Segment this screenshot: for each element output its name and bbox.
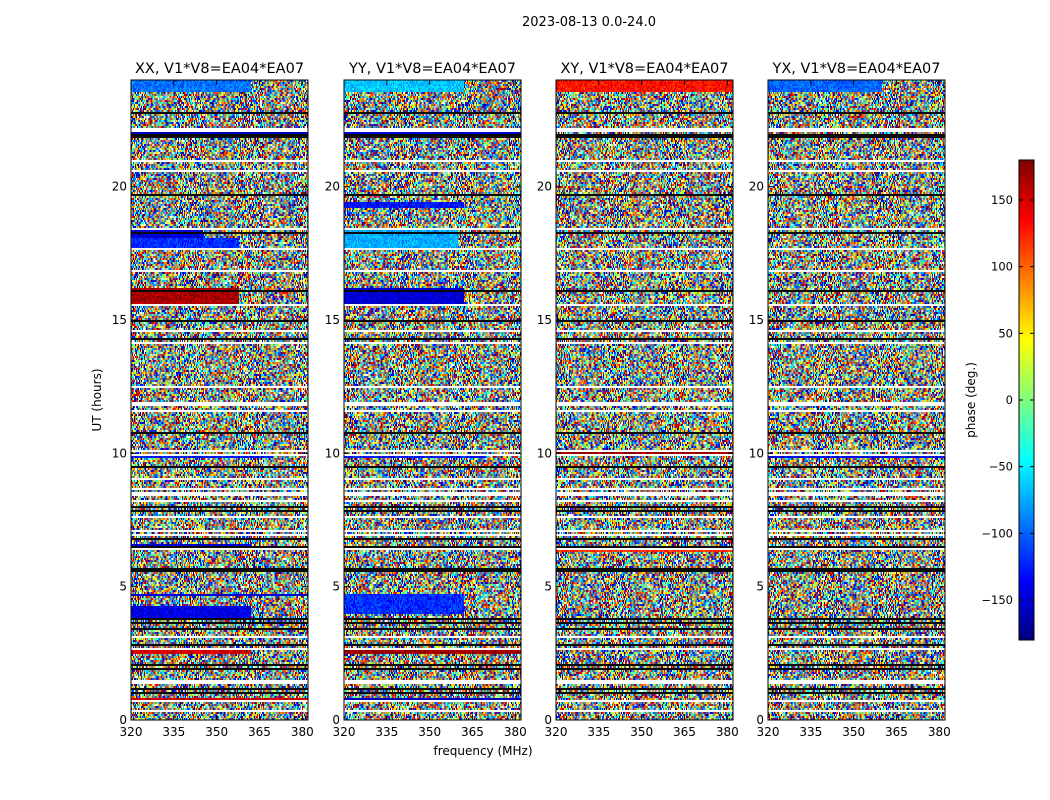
panel-title: XX, V1*V8=EA04*EA07 xyxy=(135,61,304,77)
heatmap-panel: XX, V1*V8=EA04*EA07 320 335 350 365 380 0 5 10 15… xyxy=(112,61,314,739)
y-tick-label: 0 xyxy=(544,713,552,727)
colorbar: 150 100 50 0 −50 −100 −150 xyxy=(981,159,1035,641)
heatmap-panel: YX, V1*V8=EA04*EA07 320 335 350 365 380 0 5 10 15… xyxy=(749,61,951,739)
y-tick-label: 10 xyxy=(537,446,552,460)
colorbar-tick-label: 0 xyxy=(1006,393,1013,407)
x-tick-label: 350 xyxy=(842,725,865,739)
x-tick-label: 365 xyxy=(673,725,696,739)
panel-title: YX, V1*V8=EA04*EA07 xyxy=(771,61,940,77)
heatmap-raster xyxy=(768,80,945,720)
heatmap-panels: XX, V1*V8=EA04*EA07 320 335 350 365 380 0 5 10 15… xyxy=(112,61,951,739)
x-tick-label: 380 xyxy=(928,725,951,739)
y-tick-label: 15 xyxy=(325,313,340,327)
panel-frame xyxy=(767,79,946,721)
panel-title: XY, V1*V8=EA04*EA07 xyxy=(560,61,728,77)
x-tick-label: 320 xyxy=(120,725,143,739)
y-tick-label: 0 xyxy=(119,713,127,727)
panel-title: YY, V1*V8=EA04*EA07 xyxy=(348,61,516,77)
y-tick-label: 20 xyxy=(537,180,552,194)
y-tick-label: 0 xyxy=(756,713,764,727)
y-tick-label: 10 xyxy=(749,446,764,460)
x-tick-label: 320 xyxy=(545,725,568,739)
x-tick-label: 365 xyxy=(461,725,484,739)
x-tick-label: 350 xyxy=(205,725,228,739)
colorbar-label: phase (deg.) xyxy=(964,362,978,438)
colorbar-tick-label: 150 xyxy=(991,193,1013,207)
heatmap-raster xyxy=(131,80,308,720)
x-tick-label: 335 xyxy=(375,725,398,739)
y-tick-label: 15 xyxy=(112,313,127,327)
y-tick-label: 15 xyxy=(749,313,764,327)
panel-frame xyxy=(130,79,309,721)
x-tick-label: 335 xyxy=(587,725,610,739)
x-tick-label: 365 xyxy=(885,725,908,739)
y-tick-label: 0 xyxy=(332,713,340,727)
y-tick-label: 20 xyxy=(749,180,764,194)
x-axis-label: frequency (MHz) xyxy=(433,744,532,758)
y-tick-label: 5 xyxy=(332,580,340,594)
colorbar-tick-label: −50 xyxy=(989,460,1013,474)
heatmap-panel: XY, V1*V8=EA04*EA07 320 335 350 365 380 0 5 10 15… xyxy=(537,61,739,739)
y-tick-label: 20 xyxy=(112,180,127,194)
y-axis-label: UT (hours) xyxy=(90,368,104,431)
x-tick-label: 380 xyxy=(716,725,739,739)
figure-suptitle: 2023-08-13 0.0-24.0 xyxy=(522,15,656,30)
x-tick-label: 365 xyxy=(248,725,271,739)
y-tick-label: 20 xyxy=(325,180,340,194)
x-tick-label: 380 xyxy=(291,725,314,739)
x-tick-label: 320 xyxy=(333,725,356,739)
heatmap-raster xyxy=(556,80,733,720)
x-tick-label: 335 xyxy=(162,725,185,739)
x-tick-label: 350 xyxy=(418,725,441,739)
panel-frame xyxy=(555,79,734,721)
x-tick-label: 350 xyxy=(630,725,653,739)
colorbar-tick-label: −100 xyxy=(981,526,1013,540)
y-tick-label: 5 xyxy=(544,580,552,594)
colorbar-tick-label: 50 xyxy=(998,326,1013,340)
heatmap-panel: YY, V1*V8=EA04*EA07 320 335 350 365 380 0 5 10 15… xyxy=(325,61,527,739)
heatmap-raster xyxy=(344,80,521,720)
colorbar-tick-label: −150 xyxy=(981,593,1013,607)
x-tick-label: 335 xyxy=(799,725,822,739)
colorbar-tick-label: 100 xyxy=(991,260,1013,274)
panel-frame xyxy=(343,79,522,721)
y-tick-label: 5 xyxy=(119,580,127,594)
x-tick-label: 320 xyxy=(757,725,780,739)
x-tick-label: 380 xyxy=(504,725,527,739)
y-tick-label: 10 xyxy=(325,446,340,460)
y-tick-label: 5 xyxy=(756,580,764,594)
y-tick-label: 10 xyxy=(112,446,127,460)
y-tick-label: 15 xyxy=(537,313,552,327)
